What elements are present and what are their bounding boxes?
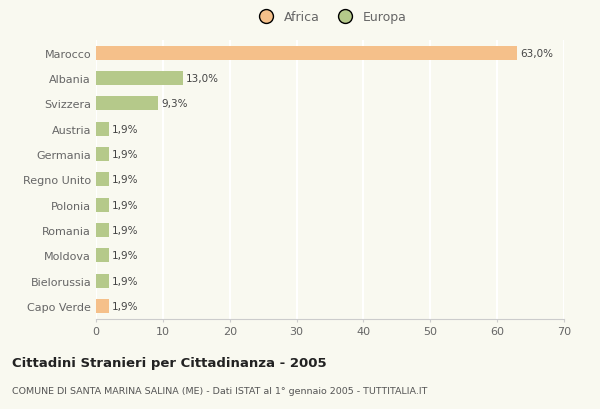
Bar [96,148,109,162]
Text: 1,9%: 1,9% [112,225,139,236]
Bar [96,173,109,187]
Bar [96,198,109,212]
Text: Cittadini Stranieri per Cittadinanza - 2005: Cittadini Stranieri per Cittadinanza - 2… [12,356,326,369]
Text: 1,9%: 1,9% [112,301,139,311]
Text: COMUNE DI SANTA MARINA SALINA (ME) - Dati ISTAT al 1° gennaio 2005 - TUTTITALIA.: COMUNE DI SANTA MARINA SALINA (ME) - Dat… [12,387,427,396]
Bar [96,72,183,86]
Legend: Africa, Europa: Africa, Europa [249,6,411,29]
Text: 1,9%: 1,9% [112,251,139,261]
Bar [96,249,109,263]
Bar [96,274,109,288]
Text: 63,0%: 63,0% [521,49,554,58]
Bar [96,224,109,238]
Text: 1,9%: 1,9% [112,150,139,160]
Bar [96,299,109,313]
Text: 1,9%: 1,9% [112,276,139,286]
Text: 1,9%: 1,9% [112,175,139,185]
Text: 13,0%: 13,0% [186,74,219,84]
Text: 1,9%: 1,9% [112,200,139,210]
Text: 1,9%: 1,9% [112,124,139,135]
Text: 9,3%: 9,3% [161,99,188,109]
Bar [96,122,109,136]
Bar [96,97,158,111]
Bar [96,47,517,61]
